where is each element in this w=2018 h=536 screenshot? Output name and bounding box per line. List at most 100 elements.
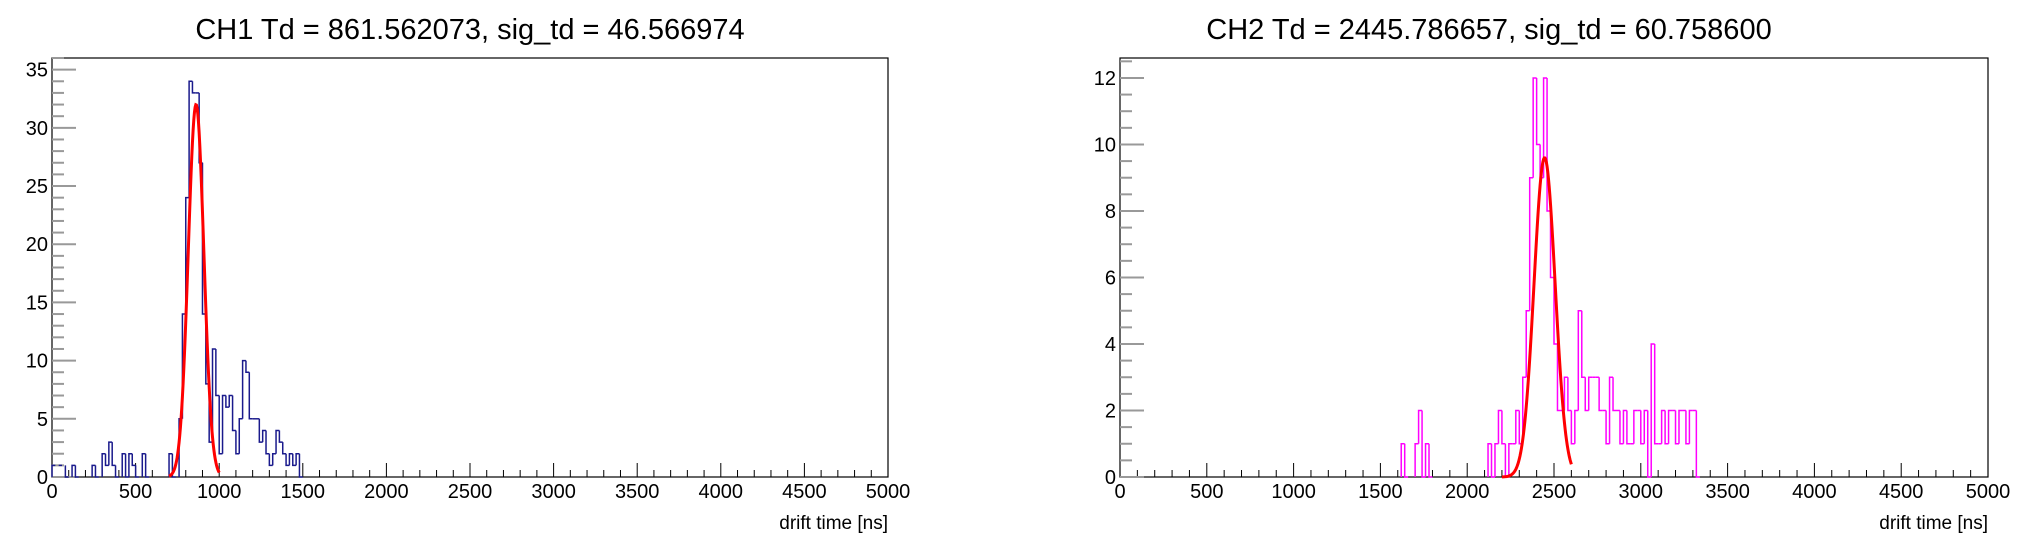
chart-title-ch1: CH1 Td = 861.562073, sig_td = 46.566974 [195, 14, 744, 46]
histogram-bin [1688, 409, 1693, 444]
x-tick-label: 5000 [1966, 481, 2011, 503]
histogram-bin [238, 418, 243, 454]
x-tick-label: 4000 [1792, 481, 1837, 503]
histogram-bin [265, 430, 270, 455]
histogram-bin [64, 465, 69, 478]
histogram-bin [248, 372, 253, 420]
histogram-bin [1487, 442, 1492, 477]
histogram-bin [218, 395, 223, 455]
histogram-bin [295, 452, 300, 466]
x-tick-label: 1500 [281, 481, 326, 503]
histogram-bin [1685, 410, 1690, 445]
histogram-bin [1428, 443, 1433, 478]
x-tick-label: 3500 [1705, 481, 1750, 503]
histogram-bin [292, 453, 297, 467]
histogram-bin [1587, 376, 1593, 411]
y-tick-label: 0 [37, 467, 48, 489]
x-tick-label: 5000 [866, 481, 911, 503]
chart-panel-ch1: CH1 Td = 861.562073, sig_td = 46.566974 … [26, 14, 911, 534]
histogram-bin [285, 453, 290, 467]
histogram-bin [114, 465, 119, 478]
histogram-bin [231, 395, 236, 432]
x-tick-label: 1000 [1271, 481, 1316, 503]
histogram-bin [185, 196, 190, 315]
histogram-bin [134, 465, 139, 478]
histogram-bin [1640, 410, 1645, 445]
y-tick-label: 15 [26, 292, 48, 314]
histogram-bin [1584, 377, 1589, 412]
x-axis-title-ch1: drift time [ns] [779, 513, 888, 534]
y-tick-label: 25 [26, 176, 48, 198]
y-tick-label: 35 [26, 60, 48, 82]
x-tick-label: 500 [1190, 481, 1223, 503]
histogram-bin [171, 453, 176, 478]
histogram-bin [1646, 410, 1652, 478]
y-tick-label: 10 [26, 351, 48, 373]
histogram-bin [168, 452, 173, 477]
histogram-bin [1660, 409, 1666, 444]
y-tick-label: 12 [1094, 68, 1116, 90]
histogram-bin [51, 464, 56, 477]
histogram-bin [1678, 409, 1683, 444]
histogram-bin [1522, 376, 1527, 444]
y-tick-label: 6 [1105, 267, 1116, 289]
histogram-bin [261, 429, 267, 443]
histogram-bin [101, 452, 106, 477]
histogram-bin [1667, 409, 1673, 444]
histogram-bin [241, 359, 246, 419]
x-tick-label: 4500 [1879, 481, 1924, 503]
histogram-bin [1626, 410, 1631, 445]
x-tick-label: 2500 [1532, 481, 1577, 503]
histogram-bin [121, 452, 126, 477]
histogram-bin [1528, 176, 1534, 311]
histogram-bin [1581, 310, 1586, 378]
histogram-bin [1605, 410, 1610, 445]
y-tick-label: 5 [37, 409, 48, 431]
histogram-bin [268, 453, 273, 467]
histogram-bin [245, 360, 250, 373]
histogram-bin [228, 394, 233, 408]
x-tick-label: 2000 [364, 481, 409, 503]
histogram-bin [1535, 77, 1541, 146]
histogram-bin [104, 453, 109, 467]
histogram-bin [1546, 77, 1551, 212]
histogram-bin [1643, 409, 1648, 444]
histogram-bin [1650, 343, 1655, 477]
gaussian-fit-curve-ch1 [168, 102, 221, 478]
histogram-bin [1549, 210, 1554, 279]
histogram-bin [288, 452, 293, 466]
x-tick-label: 500 [119, 481, 152, 503]
histogram-bin [1417, 409, 1423, 444]
y-tick-label: 10 [1094, 134, 1116, 156]
histogram-bin [144, 453, 149, 478]
histogram-bin [71, 464, 76, 477]
x-tick-label: 0 [1114, 481, 1125, 503]
histogram-bin [1633, 409, 1638, 444]
histogram-bin [1563, 376, 1568, 411]
histogram-bin [1570, 410, 1575, 445]
histogram-ch2: CH2 Td = 2445.786657, sig_td = 60.758600… [1094, 14, 2011, 534]
histogram-bin [225, 395, 230, 408]
histogram-bin [1622, 409, 1627, 444]
histogram-bin [1674, 410, 1679, 445]
histogram-bin [1653, 343, 1659, 445]
histogram-bin [1553, 277, 1558, 345]
histogram-bin [215, 348, 220, 397]
x-axis-title-ch2: drift time [ns] [1879, 513, 1988, 534]
histogram-bin [1400, 442, 1405, 477]
chart-panel-ch2: CH2 Td = 2445.786657, sig_td = 60.758600… [1009, 0, 2018, 536]
histogram-bin [124, 453, 129, 478]
histogram-bin [258, 418, 263, 443]
histogram-bin [1695, 410, 1700, 478]
chart-title-ch2: CH2 Td = 2445.786657, sig_td = 60.758600 [1206, 14, 1771, 46]
histogram-bin [1525, 309, 1530, 378]
histogram-bin [1574, 409, 1579, 444]
histogram-bin [1567, 377, 1572, 412]
histogram-bin [281, 442, 287, 455]
histogram-bin [271, 452, 277, 466]
histogram-ch1: CH1 Td = 861.562073, sig_td = 46.566974 … [26, 14, 911, 534]
histogram-series-ch1 [51, 80, 303, 478]
histogram-bin [235, 430, 240, 455]
histogram-bin [1501, 410, 1506, 445]
histogram-bin [1490, 443, 1495, 478]
